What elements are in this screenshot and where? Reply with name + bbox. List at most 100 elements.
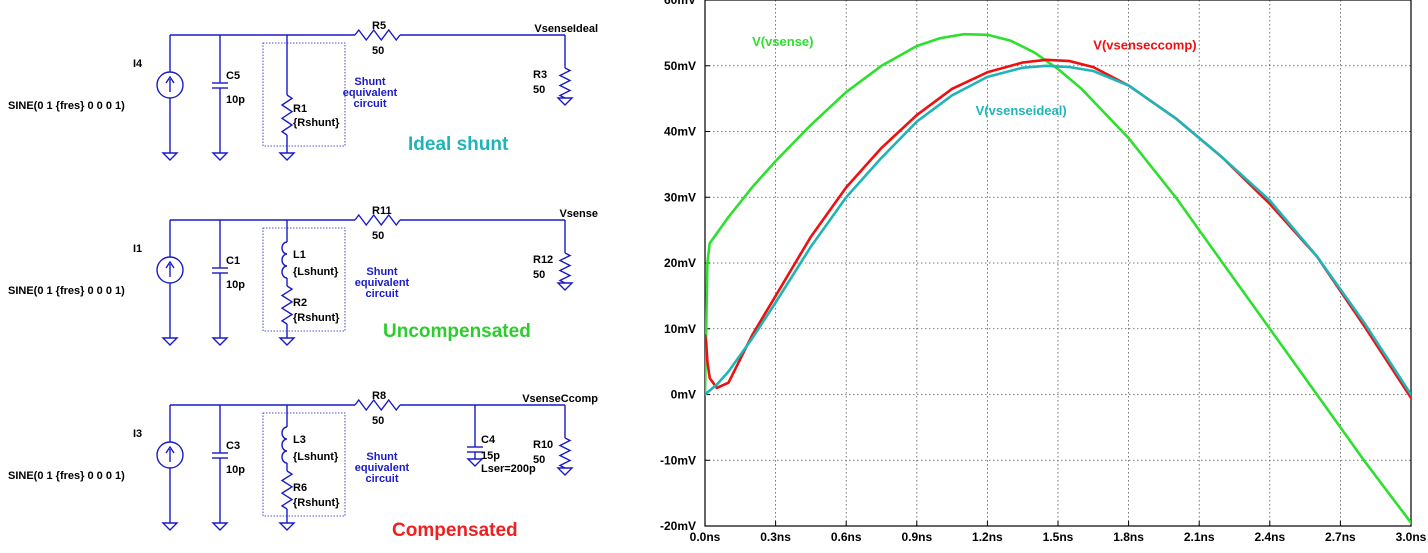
chart-grid: 0.0ns 0.3ns 0.6ns 0.9ns 1.2ns 1.5ns 1.8ns 2.1ns… <box>660 0 1427 544</box>
x-tick-label: 0.6ns <box>831 530 862 544</box>
source-value: SINE(0 1 {fres} 0 0 0 1) <box>8 285 125 297</box>
shunt-resistor <box>280 470 294 510</box>
series-resistor-name: R8 <box>372 390 386 402</box>
load-ground <box>556 467 574 476</box>
shunt-label-line: Shunt <box>366 266 397 278</box>
series-resistor <box>354 398 401 412</box>
cap-ground <box>211 152 229 161</box>
x-tick-label: 0.0ns <box>690 530 721 544</box>
trace-label: V(vsense) <box>752 34 813 49</box>
circuit-caption: Uncompensated <box>383 321 531 342</box>
y-tick-label: 20mV <box>664 256 696 270</box>
x-tick-label: 1.5ns <box>1043 530 1074 544</box>
comp-cap-value: 15p <box>481 450 500 462</box>
node-label: VsenseCcomp <box>522 393 598 405</box>
shunt-resistor-value: {Rshunt} <box>293 497 340 509</box>
load-ground <box>556 282 574 291</box>
x-tick-label: 1.8ns <box>1113 530 1144 544</box>
load-resistor <box>558 252 572 284</box>
shunt-label-line: Shunt <box>354 76 385 88</box>
trace-vvsenseccomp <box>705 58 1411 400</box>
y-tick-label: -20mV <box>660 519 696 533</box>
circuit-1: R5 50 VsenseIdeal I4 SINE(0 1 {fres} 0 0 0 1… <box>8 20 598 161</box>
series-resistor <box>354 28 401 42</box>
load-ground <box>556 97 574 106</box>
schematic: R5 50 VsenseIdeal I4 SINE(0 1 {fres} 0 0 0 1… <box>8 20 598 541</box>
traces <box>705 32 1411 525</box>
shunt-part-value: {Rshunt} <box>293 117 340 129</box>
load-name: R10 <box>533 439 553 451</box>
cap-value: 10p <box>226 279 245 291</box>
y-tick-label: 10mV <box>664 322 696 336</box>
x-tick-label: 2.7ns <box>1325 530 1356 544</box>
shunt-ground <box>278 522 296 531</box>
trace-label: V(vsenseideal) <box>976 103 1067 118</box>
shunt-resistor-name: R6 <box>293 482 307 494</box>
cap-value: 10p <box>226 464 245 476</box>
load-name: R3 <box>533 69 547 81</box>
comp-cap-ground <box>466 458 484 467</box>
series-resistor-value: 50 <box>372 45 384 57</box>
y-tick-label: 0mV <box>671 388 696 402</box>
series-resistor <box>354 213 401 227</box>
x-tick-label: 3.0ns <box>1396 530 1427 544</box>
load-resistor <box>558 437 572 469</box>
x-tick-label: 2.4ns <box>1254 530 1285 544</box>
cap-ground <box>211 522 229 531</box>
x-tick-label: 0.3ns <box>760 530 791 544</box>
shunt-resistor-value: {Rshunt} <box>293 312 340 324</box>
shunt-inductor-name: L3 <box>293 434 306 446</box>
shunt-resistor <box>280 94 294 136</box>
x-tick-label: 1.2ns <box>972 530 1003 544</box>
plot-frame <box>704 0 1412 527</box>
shunt-ground <box>278 337 296 346</box>
load-value: 50 <box>533 84 545 96</box>
source-name: I3 <box>133 428 142 440</box>
shunt-box <box>262 42 346 147</box>
y-tick-label: -10mV <box>660 453 696 467</box>
source-arrow-head <box>165 75 175 84</box>
y-tick-label: 60mV <box>664 0 696 7</box>
source-arrow-head <box>165 445 175 454</box>
x-tick-label: 2.1ns <box>1184 530 1215 544</box>
load-resistor <box>558 67 572 99</box>
node-label: VsenseIdeal <box>534 23 598 35</box>
y-tick-label: 40mV <box>664 125 696 139</box>
shunt-label-line: Shunt <box>366 451 397 463</box>
source-ground <box>161 152 179 161</box>
source-name: I1 <box>133 243 142 255</box>
circuit-caption: Compensated <box>392 520 518 541</box>
shunt-label-line: circuit <box>365 473 398 485</box>
series-resistor-name: R11 <box>372 205 392 217</box>
series-resistor-value: 50 <box>372 230 384 242</box>
shunt-inductor-value: {Lshunt} <box>293 451 339 463</box>
comp-cap-name: C4 <box>481 434 496 446</box>
shunt-box <box>262 227 346 332</box>
source-ground <box>161 337 179 346</box>
comp-cap-extra: Lser=200p <box>481 463 536 475</box>
series-resistor-name: R5 <box>372 20 386 32</box>
shunt-ground <box>278 152 296 161</box>
shunt-inductor-name: L1 <box>293 249 306 261</box>
shunt-part-name: R1 <box>293 103 307 115</box>
shunt-box <box>262 412 346 517</box>
source-ground <box>161 522 179 531</box>
source-name: I4 <box>133 58 143 70</box>
shunt-label-line: circuit <box>365 288 398 300</box>
circuit-3: R8 50 VsenseCcomp I3 SINE(0 1 {fres} 0 0 0 1… <box>8 390 598 541</box>
cap-name: C1 <box>226 255 240 267</box>
cap-value: 10p <box>226 94 245 106</box>
shunt-label-line: circuit <box>353 98 386 110</box>
x-tick-label: 0.9ns <box>901 530 932 544</box>
shunt-label-line: equivalent <box>355 462 410 474</box>
node-label: Vsense <box>559 208 598 220</box>
load-value: 50 <box>533 454 545 466</box>
trace-vvsenseideal <box>705 64 1411 396</box>
load-value: 50 <box>533 269 545 281</box>
cap-name: C3 <box>226 440 240 452</box>
cap-name: C5 <box>226 70 240 82</box>
circuit-2: R11 50 Vsense I1 SINE(0 1 {fres} 0 0 0 1) C1 1… <box>8 205 598 346</box>
source-value: SINE(0 1 {fres} 0 0 0 1) <box>8 100 125 112</box>
shunt-inductor-value: {Lshunt} <box>293 266 339 278</box>
load-name: R12 <box>533 254 553 266</box>
